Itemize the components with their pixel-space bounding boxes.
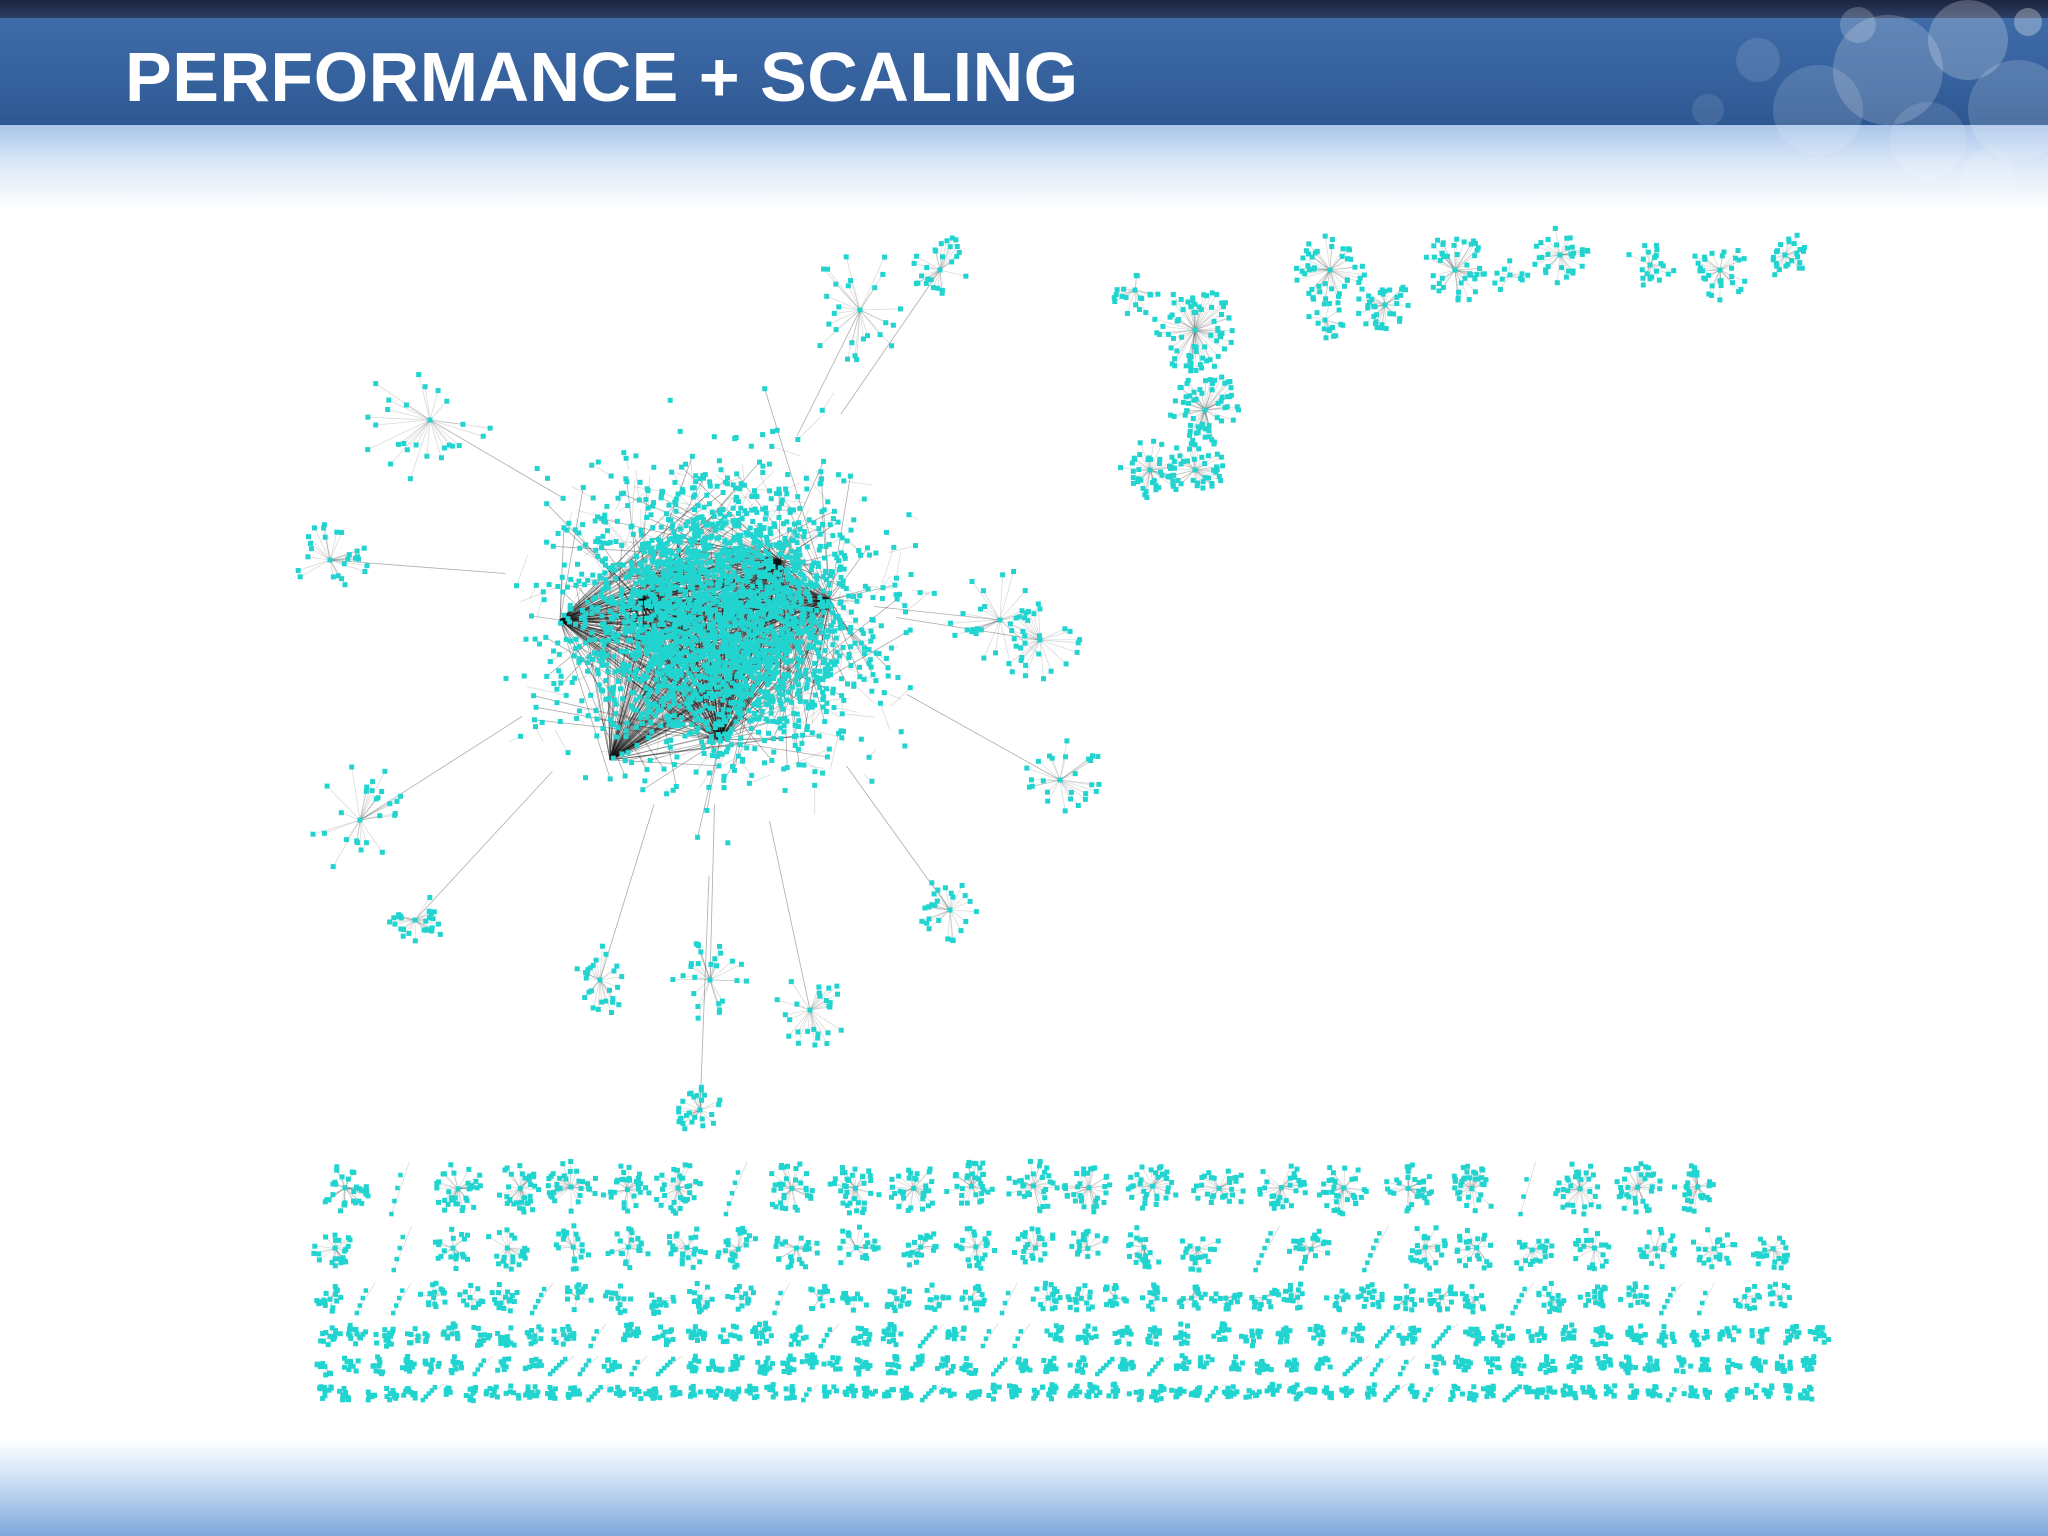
slide-header: PERFORMANCE + SCALING [0,18,2048,125]
header-bokeh-decoration [1692,0,2048,201]
graph-edges [298,228,1829,1401]
slide-title: PERFORMANCE + SCALING [125,38,1079,116]
slide-footer [0,1440,2048,1536]
header-gradient [0,125,2048,210]
top-border [0,0,2048,18]
graph-nodes [295,225,1831,1404]
